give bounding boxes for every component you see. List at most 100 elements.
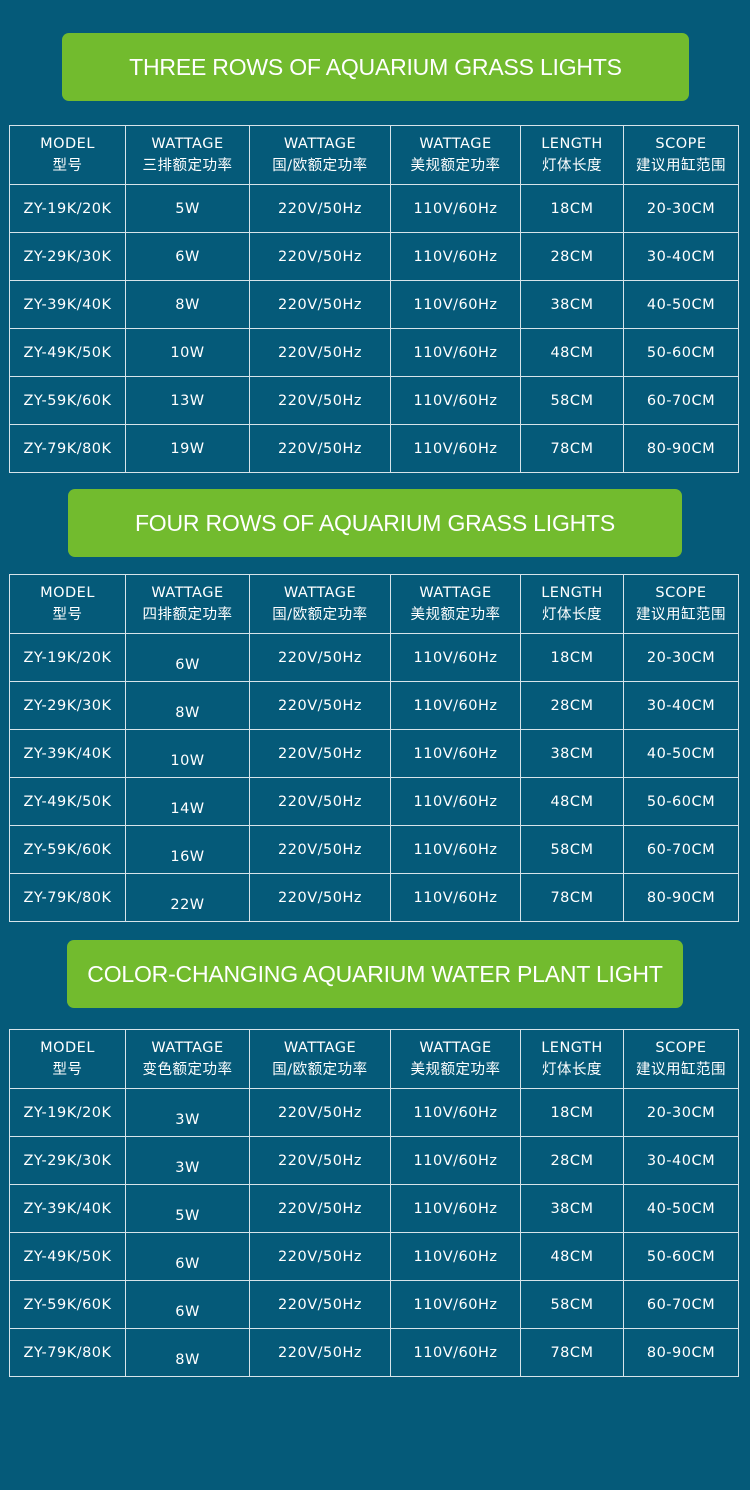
cell-scope: 40-50CM: [623, 280, 739, 329]
cell-length: 18CM: [520, 184, 624, 233]
cell-model: ZY-19K/20K: [9, 184, 126, 233]
header-length: LENGTH 灯体长度: [520, 574, 624, 634]
header-wattage-us: WATTAGE 美规额定功率: [390, 125, 521, 185]
cell-eu-voltage: 220V/50Hz: [249, 681, 391, 730]
table-header-row: MODEL 型号 WATTAGE 三排额定功率 WATTAGE 国/欧额定功率 WAT…: [9, 125, 739, 185]
cell-length: 28CM: [520, 1136, 624, 1185]
cell-wattage: 8W: [125, 681, 250, 730]
header-wattage-eu: WATTAGE 国/欧额定功率: [249, 125, 391, 185]
cell-wattage: 8W: [125, 1328, 250, 1377]
cell-length: 58CM: [520, 825, 624, 874]
cell-us-voltage: 110V/60Hz: [390, 1184, 521, 1233]
cell-scope: 50-60CM: [623, 777, 739, 826]
cell-wattage: 8W: [125, 280, 250, 329]
table-row: ZY-19K/20K 3W 220V/50Hz 110V/60Hz 18CM 2…: [9, 1088, 739, 1137]
cell-length: 38CM: [520, 729, 624, 778]
cell-model: ZY-49K/50K: [9, 1232, 126, 1281]
header-wattage-us: WATTAGE 美规额定功率: [390, 574, 521, 634]
cell-model: ZY-39K/40K: [9, 729, 126, 778]
cell-length: 48CM: [520, 777, 624, 826]
cell-model: ZY-19K/20K: [9, 633, 126, 682]
cell-model: ZY-29K/30K: [9, 232, 126, 281]
cell-eu-voltage: 220V/50Hz: [249, 232, 391, 281]
cell-wattage: 5W: [125, 184, 250, 233]
cell-eu-voltage: 220V/50Hz: [249, 1184, 391, 1233]
cell-model: ZY-59K/60K: [9, 825, 126, 874]
cell-wattage: 6W: [125, 232, 250, 281]
header-model: MODEL 型号: [9, 125, 126, 185]
header-wattage-rows: WATTAGE 变色额定功率: [125, 1029, 250, 1089]
cell-eu-voltage: 220V/50Hz: [249, 280, 391, 329]
section-3-title-banner: COLOR-CHANGING AQUARIUM WATER PLANT LIGH…: [67, 940, 683, 1008]
cell-length: 78CM: [520, 424, 624, 473]
cell-us-voltage: 110V/60Hz: [390, 825, 521, 874]
cell-scope: 50-60CM: [623, 328, 739, 377]
cell-scope: 60-70CM: [623, 825, 739, 874]
table-header-row: MODEL 型号 WATTAGE 变色额定功率 WATTAGE 国/欧额定功率 WAT…: [9, 1029, 739, 1089]
cell-eu-voltage: 220V/50Hz: [249, 1088, 391, 1137]
section-2-title: FOUR ROWS OF AQUARIUM GRASS LIGHTS: [134, 509, 616, 536]
cell-us-voltage: 110V/60Hz: [390, 633, 521, 682]
cell-eu-voltage: 220V/50Hz: [249, 777, 391, 826]
cell-scope: 40-50CM: [623, 1184, 739, 1233]
cell-scope: 30-40CM: [623, 232, 739, 281]
cell-model: ZY-79K/80K: [9, 424, 126, 473]
cell-us-voltage: 110V/60Hz: [390, 232, 521, 281]
section-2-spec-table: MODEL 型号 WATTAGE 四排额定功率 WATTAGE 国/欧额定功率 WAT…: [9, 574, 739, 922]
section-3-title: COLOR-CHANGING AQUARIUM WATER PLANT LIGH…: [87, 960, 663, 987]
cell-eu-voltage: 220V/50Hz: [249, 184, 391, 233]
cell-wattage: 6W: [125, 633, 250, 682]
cell-us-voltage: 110V/60Hz: [390, 376, 521, 425]
cell-length: 48CM: [520, 1232, 624, 1281]
cell-scope: 20-30CM: [623, 1088, 739, 1137]
cell-scope: 30-40CM: [623, 681, 739, 730]
table-row: ZY-49K/50K 10W 220V/50Hz 110V/60Hz 48CM …: [9, 328, 739, 377]
header-scope: SCOPE 建议用缸范围: [623, 574, 739, 634]
cell-length: 78CM: [520, 873, 624, 922]
cell-length: 58CM: [520, 376, 624, 425]
cell-us-voltage: 110V/60Hz: [390, 1088, 521, 1137]
cell-wattage: 14W: [125, 777, 250, 826]
table-row: ZY-59K/60K 13W 220V/50Hz 110V/60Hz 58CM …: [9, 376, 739, 425]
cell-model: ZY-29K/30K: [9, 681, 126, 730]
cell-wattage: 19W: [125, 424, 250, 473]
header-scope: SCOPE 建议用缸范围: [623, 1029, 739, 1089]
header-scope: SCOPE 建议用缸范围: [623, 125, 739, 185]
cell-model: ZY-59K/60K: [9, 376, 126, 425]
cell-eu-voltage: 220V/50Hz: [249, 1328, 391, 1377]
table-row: ZY-29K/30K 3W 220V/50Hz 110V/60Hz 28CM 3…: [9, 1136, 739, 1185]
header-wattage-rows: WATTAGE 四排额定功率: [125, 574, 250, 634]
cell-eu-voltage: 220V/50Hz: [249, 873, 391, 922]
cell-eu-voltage: 220V/50Hz: [249, 633, 391, 682]
cell-scope: 60-70CM: [623, 1280, 739, 1329]
cell-us-voltage: 110V/60Hz: [390, 424, 521, 473]
cell-us-voltage: 110V/60Hz: [390, 1232, 521, 1281]
cell-length: 18CM: [520, 633, 624, 682]
table-row: ZY-39K/40K 10W 220V/50Hz 110V/60Hz 38CM …: [9, 729, 739, 778]
cell-model: ZY-19K/20K: [9, 1088, 126, 1137]
cell-us-voltage: 110V/60Hz: [390, 681, 521, 730]
cell-eu-voltage: 220V/50Hz: [249, 1232, 391, 1281]
table-row: ZY-49K/50K 14W 220V/50Hz 110V/60Hz 48CM …: [9, 777, 739, 826]
cell-eu-voltage: 220V/50Hz: [249, 328, 391, 377]
cell-model: ZY-29K/30K: [9, 1136, 126, 1185]
table-row: ZY-19K/20K 5W 220V/50Hz 110V/60Hz 18CM 2…: [9, 184, 739, 233]
cell-eu-voltage: 220V/50Hz: [249, 376, 391, 425]
cell-us-voltage: 110V/60Hz: [390, 1328, 521, 1377]
cell-us-voltage: 110V/60Hz: [390, 777, 521, 826]
cell-us-voltage: 110V/60Hz: [390, 1136, 521, 1185]
table-row: ZY-29K/30K 8W 220V/50Hz 110V/60Hz 28CM 3…: [9, 681, 739, 730]
cell-eu-voltage: 220V/50Hz: [249, 729, 391, 778]
table-row: ZY-79K/80K 8W 220V/50Hz 110V/60Hz 78CM 8…: [9, 1328, 739, 1377]
cell-scope: 80-90CM: [623, 1328, 739, 1377]
cell-wattage: 6W: [125, 1232, 250, 1281]
cell-scope: 60-70CM: [623, 376, 739, 425]
section-1-title: THREE ROWS OF AQUARIUM GRASS LIGHTS: [129, 53, 622, 80]
header-length: LENGTH 灯体长度: [520, 125, 624, 185]
header-model: MODEL 型号: [9, 1029, 126, 1089]
cell-wattage: 5W: [125, 1184, 250, 1233]
table-row: ZY-49K/50K 6W 220V/50Hz 110V/60Hz 48CM 5…: [9, 1232, 739, 1281]
cell-length: 38CM: [520, 280, 624, 329]
table-row: ZY-59K/60K 16W 220V/50Hz 110V/60Hz 58CM …: [9, 825, 739, 874]
cell-us-voltage: 110V/60Hz: [390, 1280, 521, 1329]
